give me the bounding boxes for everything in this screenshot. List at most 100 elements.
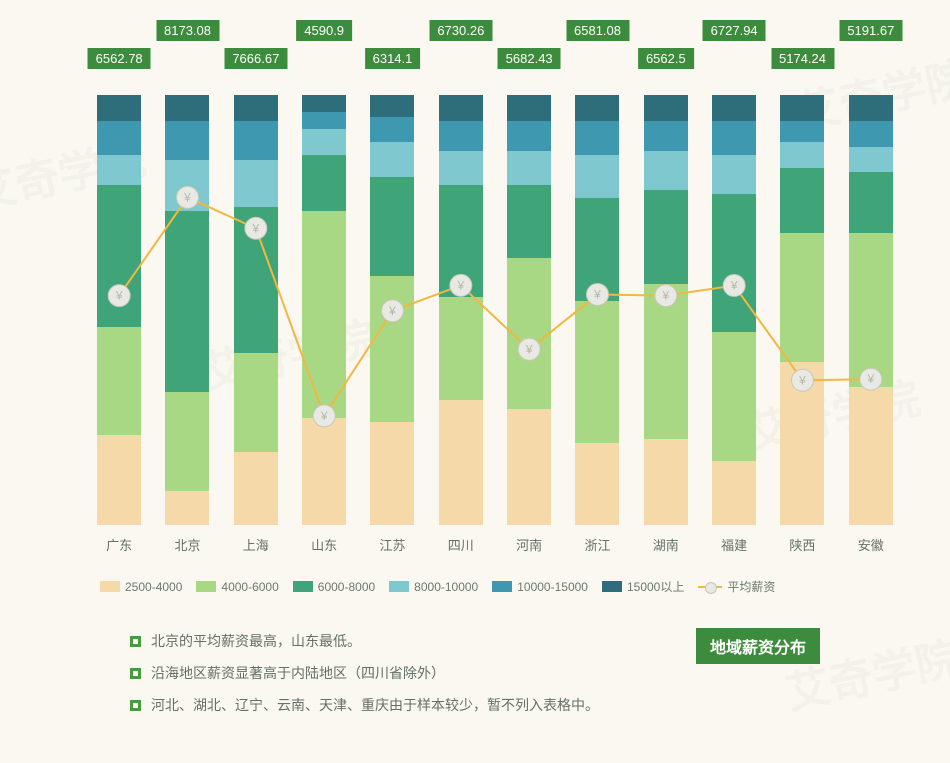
chart-area: 广东北京上海山东江苏四川河南浙江湖南福建陕西安徽: [85, 95, 905, 565]
bar-segment: [507, 151, 551, 185]
bar-segment: [780, 168, 824, 233]
legend-label: 6000-8000: [318, 580, 375, 594]
bar-segment: [302, 112, 346, 129]
bullet-icon: [130, 700, 141, 711]
bar-3: [302, 95, 346, 525]
bar-8: [644, 95, 688, 525]
bar-segment: [780, 121, 824, 143]
legend-swatch: [293, 581, 313, 592]
legend-item: 8000-10000: [389, 578, 478, 595]
bar-segment: [849, 95, 893, 121]
value-label: 6581.08: [566, 20, 629, 41]
bar-segment: [439, 297, 483, 400]
bar-segment: [165, 491, 209, 525]
x-axis-labels: 广东北京上海山东江苏四川河南浙江湖南福建陕西安徽: [85, 535, 905, 565]
bar-segment: [439, 400, 483, 525]
x-axis-label: 广东: [97, 535, 141, 565]
x-axis-label: 安徽: [849, 535, 893, 565]
bar-segment: [644, 95, 688, 121]
bar-segment: [439, 95, 483, 121]
bar-11: [849, 95, 893, 525]
legend-swatch: [492, 581, 512, 592]
note-text: 河北、湖北、辽宁、云南、天津、重庆由于样本较少，暂不列入表格中。: [151, 689, 599, 721]
bar-segment: [507, 95, 551, 121]
bar-segment: [302, 211, 346, 417]
value-label: 5682.43: [498, 48, 561, 69]
bar-segment: [644, 151, 688, 190]
value-label: 5174.24: [771, 48, 834, 69]
bar-segment: [644, 439, 688, 525]
value-label: 6730.26: [429, 20, 492, 41]
x-axis-label: 四川: [439, 535, 483, 565]
bar-segment: [97, 121, 141, 155]
bar-segment: [97, 185, 141, 327]
bar-segment: [234, 121, 278, 160]
bar-segment: [97, 435, 141, 525]
legend-item: 10000-15000: [492, 578, 588, 595]
value-label: 6727.94: [703, 20, 766, 41]
legend-item: 4000-6000: [196, 578, 278, 595]
bar-1: [165, 95, 209, 525]
legend-label: 10000-15000: [517, 580, 588, 594]
bar-segment: [439, 121, 483, 151]
bar-segment: [370, 422, 414, 525]
bar-segment: [507, 409, 551, 525]
bar-segment: [234, 95, 278, 121]
bar-segment: [370, 95, 414, 117]
bar-segment: [849, 121, 893, 147]
bar-segment: [302, 95, 346, 112]
bar-segment: [849, 387, 893, 525]
bar-segment: [712, 121, 756, 155]
legend-label: 4000-6000: [221, 580, 278, 594]
x-axis-label: 福建: [712, 535, 756, 565]
bar-segment: [234, 353, 278, 452]
bar-4: [370, 95, 414, 525]
bar-segment: [712, 332, 756, 461]
x-axis-label: 江苏: [370, 535, 414, 565]
bar-segment: [165, 211, 209, 392]
bar-segment: [234, 452, 278, 525]
bar-segment: [644, 190, 688, 285]
legend-item-line: 平均薪资: [698, 578, 775, 595]
bar-segment: [234, 207, 278, 353]
note-text: 北京的平均薪资最高，山东最低。: [151, 625, 361, 657]
bar-segment: [644, 121, 688, 151]
bar-6: [507, 95, 551, 525]
legend-item: 2500-4000: [100, 578, 182, 595]
bar-segment: [780, 142, 824, 168]
bar-segment: [165, 121, 209, 160]
bar-segment: [507, 185, 551, 258]
bar-segment: [849, 147, 893, 173]
legend-line-icon: [698, 586, 722, 588]
bar-segment: [780, 362, 824, 525]
bar-segment: [575, 95, 619, 121]
bar-segment: [780, 95, 824, 121]
bar-7: [575, 95, 619, 525]
bar-segment: [849, 233, 893, 388]
legend: 2500-4000 4000-6000 6000-8000 8000-10000 100…: [100, 578, 775, 595]
bar-segment: [439, 185, 483, 297]
bar-10: [780, 95, 824, 525]
legend-label: 15000以上: [627, 578, 684, 595]
bar-segment: [575, 155, 619, 198]
note-row: 北京的平均薪资最高，山东最低。: [130, 625, 599, 657]
bar-segment: [370, 177, 414, 276]
value-label: 6562.78: [88, 48, 151, 69]
bar-segment: [302, 155, 346, 211]
legend-swatch: [100, 581, 120, 592]
x-axis-label: 浙江: [575, 535, 619, 565]
bullet-icon: [130, 668, 141, 679]
x-axis-label: 河南: [507, 535, 551, 565]
bar-5: [439, 95, 483, 525]
bar-segment: [575, 301, 619, 443]
bar-segment: [575, 121, 619, 155]
bar-segment: [97, 155, 141, 185]
value-label: 6314.1: [365, 48, 421, 69]
legend-label: 平均薪资: [727, 578, 775, 595]
bar-segment: [97, 327, 141, 435]
bar-segment: [97, 95, 141, 121]
bar-segment: [165, 95, 209, 121]
bar-segment: [234, 160, 278, 207]
bar-2: [234, 95, 278, 525]
bar-segment: [712, 155, 756, 194]
